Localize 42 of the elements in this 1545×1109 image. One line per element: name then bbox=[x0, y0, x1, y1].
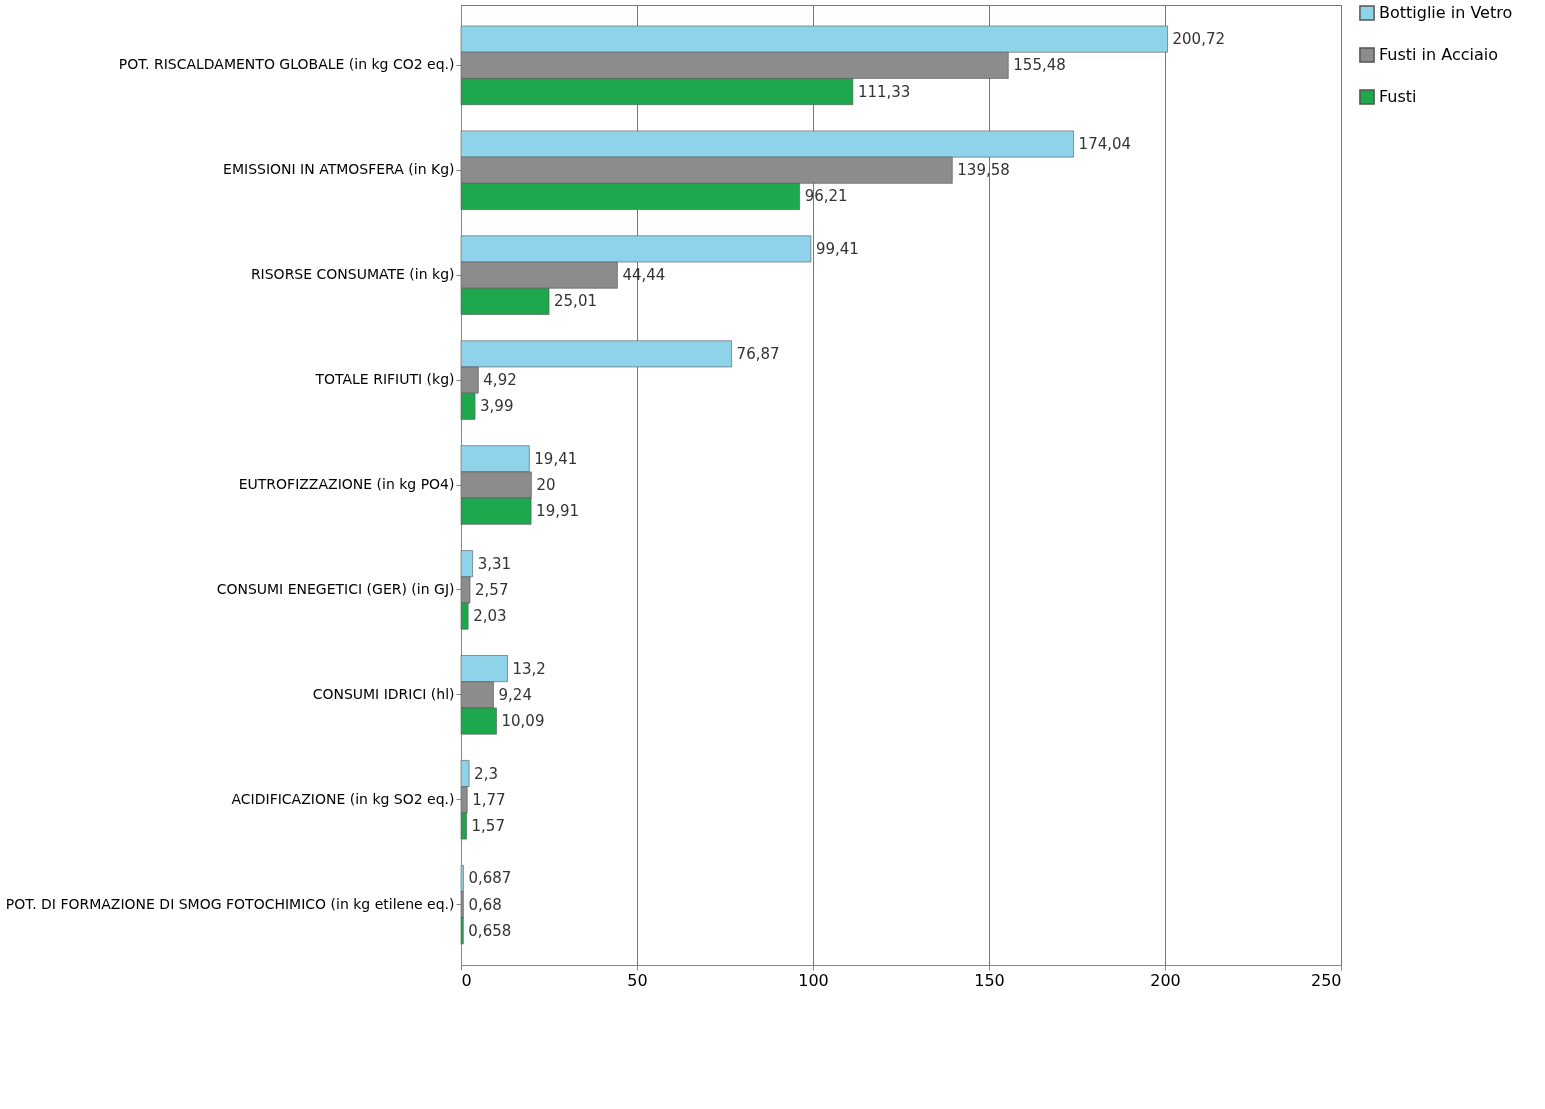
y-tick-label: RISORSE CONSUMATE (in kg) bbox=[250, 266, 455, 283]
data-label: 2,57 bbox=[475, 580, 509, 599]
data-label: 99,41 bbox=[815, 239, 859, 258]
data-label: 200,72 bbox=[1172, 30, 1226, 49]
x-tick-label: 250 bbox=[1310, 970, 1342, 990]
data-label: 3,31 bbox=[477, 554, 512, 573]
data-label: 13,2 bbox=[512, 659, 546, 678]
data-label: 155,48 bbox=[1013, 56, 1066, 75]
x-tick-label: 150 bbox=[974, 970, 1005, 990]
x-tick-label: 100 bbox=[798, 970, 829, 990]
legend-label: Bottiglie in Vetro bbox=[1379, 3, 1513, 22]
y-tick-label: CONSUMI IDRICI (hl) bbox=[312, 685, 455, 702]
legend-label: Fusti bbox=[1379, 87, 1417, 106]
data-label: 10,09 bbox=[501, 712, 545, 731]
y-tick-label: POT. DI FORMAZIONE DI SMOG FOTOCHIMICO (in kg etilene eq.) bbox=[5, 895, 455, 912]
data-label: 4,92 bbox=[483, 371, 517, 390]
data-label: 0,687 bbox=[468, 869, 512, 888]
y-tick-label: CONSUMI ENEGETICI (GER) (in GJ) bbox=[216, 580, 455, 597]
data-label: 2,03 bbox=[473, 607, 507, 626]
data-label: 174,04 bbox=[1078, 135, 1132, 154]
data-label: 111,33 bbox=[857, 82, 911, 101]
data-label: 19,91 bbox=[536, 502, 580, 521]
data-label: 25,01 bbox=[554, 292, 597, 311]
data-label: 0,68 bbox=[468, 895, 502, 914]
x-tick-label: 50 bbox=[627, 970, 648, 990]
y-tick-label: EMISSIONI IN ATMOSFERA (in Kg) bbox=[223, 161, 455, 178]
x-tick-label: 0 bbox=[461, 970, 472, 990]
data-label: 20 bbox=[536, 476, 556, 494]
data-label: 3,99 bbox=[480, 397, 514, 416]
x-tick-label: 200 bbox=[1150, 970, 1181, 990]
data-label: 76,87 bbox=[736, 344, 780, 363]
y-tick-label: TOTALE RIFIUTI (kg) bbox=[314, 371, 455, 388]
data-label: 1,57 bbox=[471, 816, 505, 835]
data-label: 0,658 bbox=[468, 921, 512, 940]
data-label: 9,24 bbox=[498, 685, 532, 704]
y-tick-label: EUTROFIZZAZIONE (in kg PO4) bbox=[238, 476, 455, 492]
y-tick-label: POT. RISCALDAMENTO GLOBALE (in kg CO2 eq.) bbox=[118, 56, 455, 73]
y-tick-label: ACIDIFICAZIONE (in kg SO2 eq.) bbox=[231, 790, 455, 807]
data-label: 2,3 bbox=[474, 764, 498, 783]
legend-label: Fusti in Acciaio bbox=[1379, 45, 1499, 64]
data-label: 19,41 bbox=[534, 449, 578, 468]
data-label: 1,77 bbox=[472, 790, 506, 809]
